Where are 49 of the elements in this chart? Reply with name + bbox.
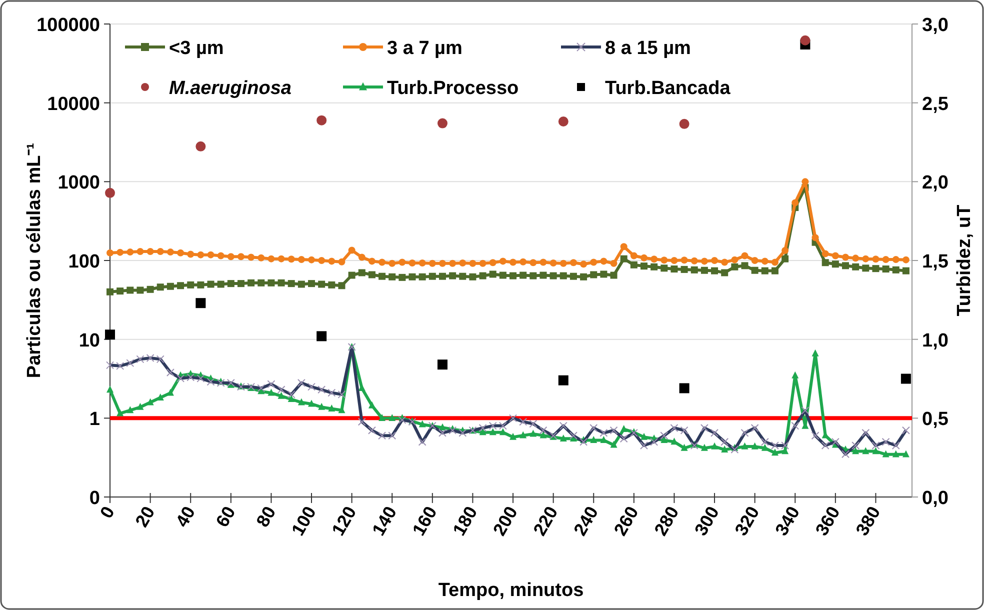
x-tick-label: 40 — [172, 503, 200, 530]
x-tick-label: 100 — [288, 503, 320, 540]
y2-tick-label: 1,5 — [922, 252, 949, 272]
y2-tick-label: 1,0 — [922, 330, 948, 352]
point — [105, 188, 115, 198]
x-tick-label: 20 — [131, 503, 159, 530]
x-tick-label: 380 — [852, 503, 884, 540]
x-tick-label: 180 — [448, 503, 482, 540]
y-tick-label: 100000 — [36, 15, 100, 36]
y-tick-label: 10000 — [47, 94, 100, 115]
legend-label: M.aeruginosa — [169, 78, 292, 99]
x-tick-label: 60 — [212, 503, 240, 530]
y2-axis-title: Turbidez, uT — [954, 204, 975, 316]
y2-tick-label: 0,5 — [922, 409, 949, 430]
y2-tick-label: 3,0 — [922, 15, 948, 36]
y2-tick-label: 0,0 — [922, 488, 948, 509]
point — [437, 118, 448, 128]
y-tick-label: 0 — [89, 488, 100, 509]
x-tick-label: 260 — [610, 503, 642, 540]
x-tick-label: 320 — [730, 503, 764, 540]
y-tick-label: 100 — [68, 252, 100, 272]
point — [316, 115, 327, 126]
legend-label: Turb.Processo — [387, 78, 519, 99]
x-tick-label: 220 — [529, 503, 562, 540]
x-tick-label: 140 — [368, 503, 401, 540]
point — [679, 118, 690, 129]
x-tick-label: 300 — [690, 503, 723, 540]
legend-label: 3 a 7 µm — [387, 38, 462, 59]
legend-label: Turb.Bancada — [605, 78, 731, 99]
legend-label: 8 a 15 µm — [605, 38, 691, 59]
point — [558, 116, 568, 126]
x-tick-label: 280 — [650, 503, 683, 540]
x-tick-label: 360 — [812, 503, 844, 540]
legend-label: <3 µm — [169, 38, 224, 59]
y2-tick-label: 2,0 — [922, 172, 948, 194]
x-tick-label: 240 — [570, 503, 602, 540]
y2-tick-label: 2,5 — [922, 94, 949, 115]
y-axis-title: Particulas ou células mL⁻¹ — [24, 142, 45, 378]
x-tick-label: 120 — [328, 503, 360, 540]
x-tick-label: 80 — [252, 503, 280, 530]
y-tick-label: 1 — [89, 409, 100, 430]
y-tick-label: 10 — [78, 330, 100, 352]
y-tick-label: 1000 — [58, 172, 100, 194]
point — [196, 141, 206, 152]
x-tick-label: 340 — [771, 503, 804, 540]
x-tick-label: 160 — [408, 503, 441, 540]
x-axis-title: Tempo, minutos — [438, 580, 584, 601]
point — [800, 35, 810, 46]
x-tick-label: 200 — [489, 503, 522, 540]
